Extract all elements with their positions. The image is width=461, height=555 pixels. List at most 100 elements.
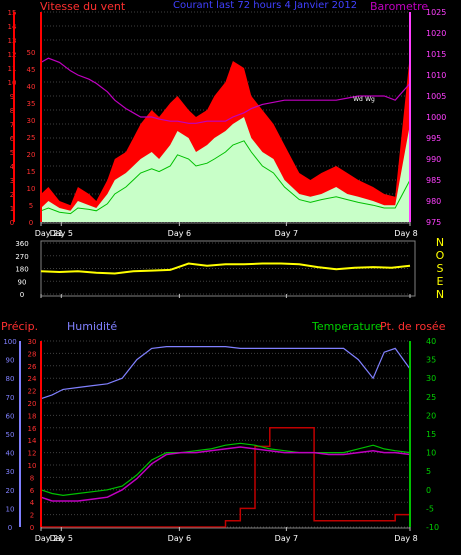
temperature-tick-label: -5 — [426, 504, 434, 513]
precip-tick-label: 4 — [30, 499, 35, 507]
climate-x-tick-label: Day 6 — [168, 534, 191, 543]
temperature-tick-label: -10 — [426, 523, 439, 532]
precip-tick-label: 26 — [28, 363, 37, 371]
wind-tick-label: 15 — [8, 9, 17, 17]
climate-x-tick-label: Day 8 — [394, 534, 417, 543]
wind-kmh-tick-label: 45 — [27, 66, 36, 74]
wind-kmh-tick-label: 40 — [27, 83, 36, 91]
humidity-tick-label: 10 — [6, 505, 15, 513]
compass-letter: S — [437, 262, 444, 275]
wind-tick-label: 8 — [10, 107, 14, 115]
wind-x-tick-label: Day 7 — [275, 229, 298, 238]
barometer-tick-label: 1020 — [426, 29, 446, 38]
humidity-tick-label: 70 — [6, 394, 15, 402]
compass-letter: N — [436, 236, 444, 249]
precip-tick-label: 22 — [28, 388, 37, 396]
humidity-tick-label: 50 — [6, 431, 15, 439]
wind-legend-mark: Wg — [365, 96, 375, 103]
wind-tick-label: 12 — [8, 51, 17, 59]
direction-line — [40, 262, 411, 275]
precip-tick-label: 2 — [30, 512, 34, 520]
wind-tick-label: 0 — [10, 219, 14, 227]
temperature-tick-label: 30 — [426, 374, 436, 383]
barometer-tick-label: 1025 — [426, 8, 446, 17]
humidity-tick-label: 90 — [6, 357, 15, 365]
precip-tick-label: 16 — [28, 425, 37, 433]
precip-tick-label: 8 — [30, 474, 34, 482]
temperature-tick-label: 15 — [426, 430, 436, 439]
temperature-tick-label: 5 — [426, 467, 431, 476]
dewpoint-axis-title: Pt. de rosée — [380, 320, 446, 333]
climate-x-tick-label: Day 5 — [50, 534, 73, 543]
barometer-tick-label: 1015 — [426, 50, 446, 59]
chart-title: Courant last 72 hours 4 Janvier 2012 — [173, 0, 357, 11]
temperature-tick-label: 40 — [426, 337, 436, 346]
wind-x-tick-label: Day 8 — [394, 229, 417, 238]
precip-tick-label: 30 — [28, 338, 37, 346]
temperature-tick-label: 10 — [426, 449, 436, 458]
precip-tick-label: 10 — [28, 462, 37, 470]
precip-tick-label: 0 — [30, 524, 34, 532]
humidity-axis-title: Humidité — [67, 320, 117, 333]
temperature-tick-label: 35 — [426, 356, 436, 365]
barometer-tick-label: 985 — [426, 176, 441, 185]
barometer-tick-label: 975 — [426, 218, 441, 227]
climate-panel-axes: 0246810121416182022242628300102030405060… — [3, 337, 439, 543]
wind-x-tick-label: Day 5 — [50, 229, 73, 238]
precip-tick-label: 12 — [28, 450, 37, 458]
barometer-tick-label: 980 — [426, 197, 441, 206]
wind-tick-label: 13 — [8, 37, 17, 45]
wind-x-tick-label: Day 21 — [35, 229, 64, 238]
precip-tick-label: 20 — [28, 400, 37, 408]
precip-tick-label: 6 — [30, 487, 35, 495]
wind-kmh-tick-label: 15 — [27, 168, 36, 176]
wind-tick-label: 11 — [8, 65, 17, 73]
wind-kmh-tick-label: 5 — [29, 202, 33, 210]
precip-tick-label: 28 — [28, 350, 37, 358]
barometer-tick-label: 1000 — [426, 113, 446, 122]
wind-tick-label: 5 — [10, 149, 14, 157]
wind-tick-label: 1 — [10, 205, 14, 213]
humidity-tick-label: 40 — [6, 450, 15, 458]
direction-panel-series — [40, 262, 411, 275]
wind-speed-area — [41, 117, 410, 222]
wind-kmh-tick-label: 20 — [27, 151, 36, 159]
barometer-axis-title: Barometre — [370, 0, 428, 13]
wind-kmh-tick-label: 0 — [29, 219, 33, 227]
humidity-tick-label: 30 — [6, 468, 15, 476]
humidity-tick-label: 0 — [8, 524, 12, 532]
temperature-axis-title: Temperature — [311, 320, 382, 333]
barometer-tick-label: 995 — [426, 134, 441, 143]
humidity-tick-label: 20 — [6, 487, 15, 495]
barometer-line — [40, 57, 411, 124]
direction-tick-label: 180 — [15, 266, 28, 274]
wind-tick-label: 10 — [8, 79, 17, 87]
precip-line — [41, 427, 411, 528]
precip-tick-label: 18 — [28, 412, 37, 420]
direction-panel-grid — [40, 240, 416, 297]
precip-axis-title: Précip. — [1, 320, 38, 333]
wind-tick-label: 7 — [10, 121, 14, 129]
climate-panel-series — [40, 346, 411, 528]
dewpoint-line — [40, 446, 411, 502]
wind-tick-label: 3 — [10, 177, 14, 185]
wind-x-tick-label: Day 6 — [168, 229, 191, 238]
precip-tick-label: 24 — [28, 375, 37, 383]
wind-kmh-tick-label: 25 — [27, 134, 36, 142]
wind-kmh-tick-label: 30 — [27, 117, 36, 125]
wind-average-line — [40, 140, 411, 215]
wind-panel-series — [40, 54, 411, 222]
wind-kmh-tick-label: 50 — [27, 49, 36, 57]
direction-tick-label: 90 — [18, 278, 27, 286]
temperature-tick-label: 0 — [426, 486, 431, 495]
wind-tick-label: 2 — [10, 191, 14, 199]
compass-letter: E — [437, 275, 444, 288]
wind-tick-label: 4 — [10, 163, 15, 171]
humidity-tick-label: 60 — [6, 412, 15, 420]
wind-legend-mark: Wd — [353, 96, 363, 103]
wind-axis-title: Vitesse du vent — [40, 0, 126, 13]
wind-panel-axes: 0123456789101112131415051015202530354045… — [8, 8, 447, 238]
humidity-tick-label: 100 — [3, 338, 16, 346]
